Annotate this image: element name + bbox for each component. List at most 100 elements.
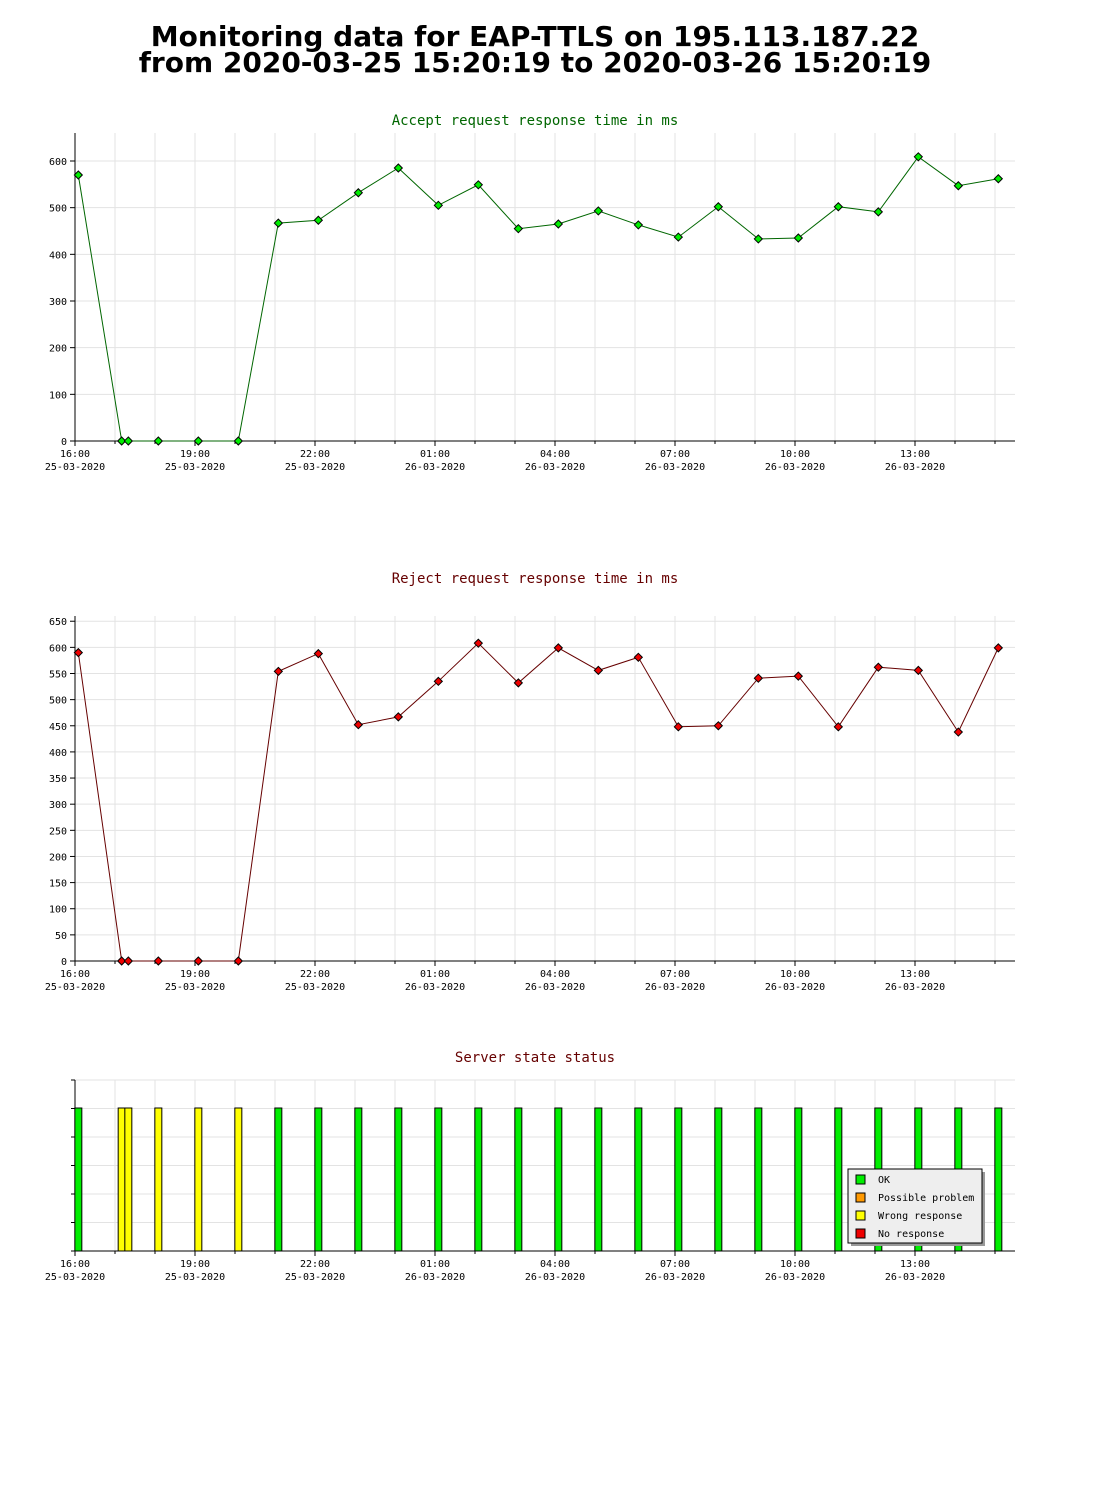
- status-bar: [714, 1107, 723, 1252]
- legend-label: Possible problem: [878, 1193, 974, 1204]
- data-point: [73, 170, 84, 180]
- reject-chart-title: Reject request response time in ms: [391, 571, 679, 587]
- data-point: [793, 233, 804, 243]
- data-point: [953, 181, 964, 191]
- page-title: Monitoring data for EAP-TTLS on 195.113.…: [0, 20, 1070, 79]
- data-point: [393, 712, 404, 722]
- x-tick-date-label: 25-03-2020: [165, 462, 225, 473]
- data-point: [833, 202, 844, 212]
- y-tick-label: 500: [49, 204, 67, 215]
- x-tick-date-label: 25-03-2020: [285, 982, 345, 993]
- y-tick-label: 450: [49, 722, 67, 733]
- status-bar: [514, 1107, 523, 1252]
- x-tick-date-label: 25-03-2020: [45, 462, 105, 473]
- legend-swatch: [855, 1228, 866, 1239]
- data-point: [233, 956, 244, 966]
- legend-label: No response: [878, 1229, 944, 1240]
- x-tick-date-label: 26-03-2020: [525, 982, 585, 993]
- data-point: [153, 956, 164, 966]
- status-bar: [834, 1107, 843, 1252]
- data-point: [673, 232, 684, 242]
- data-point: [233, 436, 244, 446]
- x-tick-date-label: 26-03-2020: [405, 982, 465, 993]
- x-tick-date-label: 25-03-2020: [45, 982, 105, 993]
- y-tick-label: 550: [49, 670, 67, 681]
- x-tick-date-label: 26-03-2020: [645, 462, 705, 473]
- x-tick-time-label: 22:00: [300, 1259, 330, 1270]
- data-point: [673, 722, 684, 732]
- data-point: [433, 676, 444, 687]
- y-tick-label: 250: [49, 826, 67, 837]
- data-point: [873, 662, 884, 672]
- page-title-line1: Monitoring data for EAP-TTLS on 195.113.…: [150, 20, 920, 53]
- x-tick-time-label: 07:00: [660, 449, 690, 460]
- data-point: [713, 721, 724, 731]
- status-bar: [314, 1107, 323, 1252]
- status-bar: [434, 1107, 443, 1252]
- page-title-line2: from 2020-03-25 15:20:19 to 2020-03-26 1…: [138, 46, 932, 79]
- x-tick-time-label: 01:00: [420, 1259, 450, 1270]
- x-tick-date-label: 26-03-2020: [885, 1272, 945, 1283]
- data-point: [193, 956, 204, 966]
- data-point: [513, 678, 524, 688]
- data-point: [116, 436, 127, 446]
- x-tick-time-label: 10:00: [780, 449, 810, 460]
- data-point: [873, 207, 884, 217]
- data-point: [353, 720, 364, 730]
- data-point: [273, 218, 284, 228]
- server-state-status-chart: 16:00 25-03-2020 19:00 25-03-2020 22:00 25-03…: [45, 1079, 1015, 1283]
- status-bar: [394, 1107, 403, 1252]
- x-tick-time-label: 04:00: [540, 969, 570, 980]
- x-tick-time-label: 04:00: [540, 1259, 570, 1270]
- x-tick-time-label: 19:00: [180, 1259, 210, 1270]
- status-bar: [994, 1107, 1003, 1252]
- x-tick-date-label: 26-03-2020: [765, 1272, 825, 1283]
- x-tick-time-label: 01:00: [420, 969, 450, 980]
- x-tick-date-label: 25-03-2020: [45, 1272, 105, 1283]
- data-point: [513, 223, 524, 234]
- data-point: [116, 956, 127, 966]
- x-tick-time-label: 16:00: [60, 969, 90, 980]
- x-tick-time-label: 13:00: [900, 449, 930, 460]
- y-tick-label: 0: [61, 437, 67, 448]
- y-tick-label: 50: [55, 931, 67, 942]
- y-tick-label: 0: [61, 957, 67, 968]
- data-point: [313, 648, 324, 659]
- data-point: [793, 671, 804, 681]
- x-tick-time-label: 19:00: [180, 969, 210, 980]
- data-point: [193, 436, 204, 446]
- data-point: [273, 666, 284, 677]
- data-point: [753, 234, 764, 244]
- x-tick-date-label: 25-03-2020: [165, 1272, 225, 1283]
- x-tick-date-label: 26-03-2020: [525, 1272, 585, 1283]
- status-bar: [117, 1107, 126, 1252]
- data-point: [123, 436, 134, 446]
- status-bar: [234, 1107, 243, 1252]
- x-tick-time-label: 01:00: [420, 449, 450, 460]
- y-tick-label: 100: [49, 905, 67, 916]
- x-tick-date-label: 26-03-2020: [405, 462, 465, 473]
- data-point: [593, 665, 604, 676]
- data-point: [913, 665, 924, 676]
- status-bar: [554, 1107, 563, 1252]
- data-point: [313, 215, 324, 225]
- data-point: [713, 202, 724, 212]
- data-point: [73, 647, 84, 658]
- legend-swatch: [855, 1210, 866, 1221]
- legend-box: [847, 1168, 983, 1244]
- x-tick-time-label: 07:00: [660, 1259, 690, 1270]
- status-bar: [754, 1107, 763, 1252]
- status-bar: [674, 1107, 683, 1252]
- data-point: [553, 643, 564, 653]
- x-tick-time-label: 16:00: [60, 1259, 90, 1270]
- y-tick-label: 200: [49, 852, 67, 863]
- data-point: [993, 643, 1004, 653]
- accept-response-time-chart: 0 100 200 300 400 500 600 16:00 25-03-2020 19:00 2…: [45, 133, 1015, 473]
- x-tick-date-label: 26-03-2020: [405, 1272, 465, 1283]
- x-tick-date-label: 26-03-2020: [645, 1272, 705, 1283]
- x-tick-time-label: 13:00: [900, 969, 930, 980]
- x-tick-time-label: 10:00: [780, 969, 810, 980]
- x-tick-time-label: 13:00: [900, 1259, 930, 1270]
- data-point: [433, 200, 444, 211]
- data-point: [993, 174, 1004, 184]
